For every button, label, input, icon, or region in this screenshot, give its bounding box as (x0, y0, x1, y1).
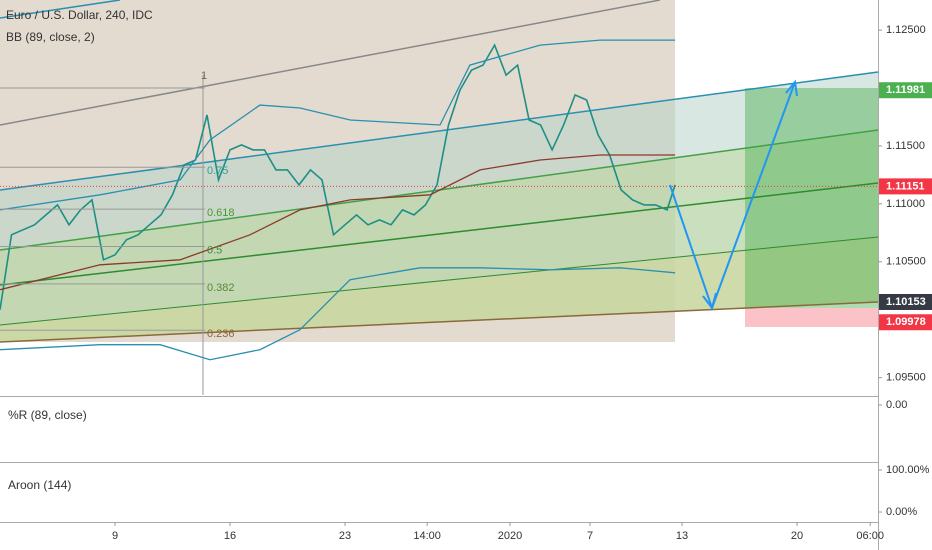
price-label: 1.11981 (886, 84, 925, 96)
x-tick-label: 16 (224, 530, 236, 542)
channel-fill (0, 237, 878, 342)
fib-label: 0.75 (207, 165, 228, 177)
overlay-layer: 9 16 23 14:00 2020 7 13 20 06:00 1.12500 1.11500 1.… (112, 24, 932, 542)
chart-title: Euro / U.S. Dollar, 240, IDC (6, 8, 153, 22)
series-line (0, 267, 676, 361)
trend-line (0, 182, 879, 286)
indicator-title: Aroon (144) (8, 478, 71, 492)
y-tick-label: 0.00 (886, 399, 907, 411)
trend-line (0, 301, 879, 343)
fib-label: 0.5 (207, 244, 222, 256)
x-tick-label: 9 (112, 530, 118, 542)
fib-label: 0.382 (207, 282, 235, 294)
x-tick-label: 06:00 (856, 530, 884, 542)
price-label-box (879, 178, 932, 195)
fib-label: 0.236 (207, 328, 235, 340)
price-label-box (879, 293, 932, 310)
x-tick-label: 14:00 (413, 530, 441, 542)
y-tick-label: 100.00% (886, 464, 930, 476)
trend-line (0, 0, 661, 126)
fib-label: 1 (201, 70, 207, 82)
arrow-head (785, 79, 798, 97)
indicator-title: %R (89, close) (8, 408, 87, 422)
target-box (745, 88, 878, 308)
arrow-head (702, 292, 717, 311)
trend-line (0, 0, 121, 19)
price-label: 1.11151 (886, 180, 925, 192)
y-tick-label: 0.00% (886, 506, 917, 518)
y-tick-label: 1.10500 (886, 256, 926, 268)
price-label-box (879, 314, 932, 331)
x-tick-label: 2020 (498, 530, 522, 542)
series-line (0, 154, 676, 291)
y-tick-label: 1.11500 (886, 140, 925, 152)
price-label: 1.10153 (886, 296, 926, 308)
y-tick-label: 1.12500 (886, 24, 926, 36)
pane-background (0, 397, 878, 522)
price-label: 1.09978 (886, 316, 926, 328)
stop-box (745, 308, 878, 327)
trend-line (0, 71, 879, 191)
x-tick-label: 13 (676, 530, 688, 542)
x-tick-label: 23 (339, 530, 351, 542)
series-line (0, 39, 676, 211)
price-label-box (879, 82, 932, 99)
x-tick-label: 7 (587, 530, 593, 542)
y-tick-label: 1.09500 (886, 372, 926, 384)
fib-label: 0.618 (207, 207, 235, 219)
x-tick-label: 20 (791, 530, 803, 542)
indicator-title: BB (89, close, 2) (6, 30, 95, 44)
series-line (0, 43, 676, 310)
y-tick-label: 1.11000 (886, 198, 925, 210)
